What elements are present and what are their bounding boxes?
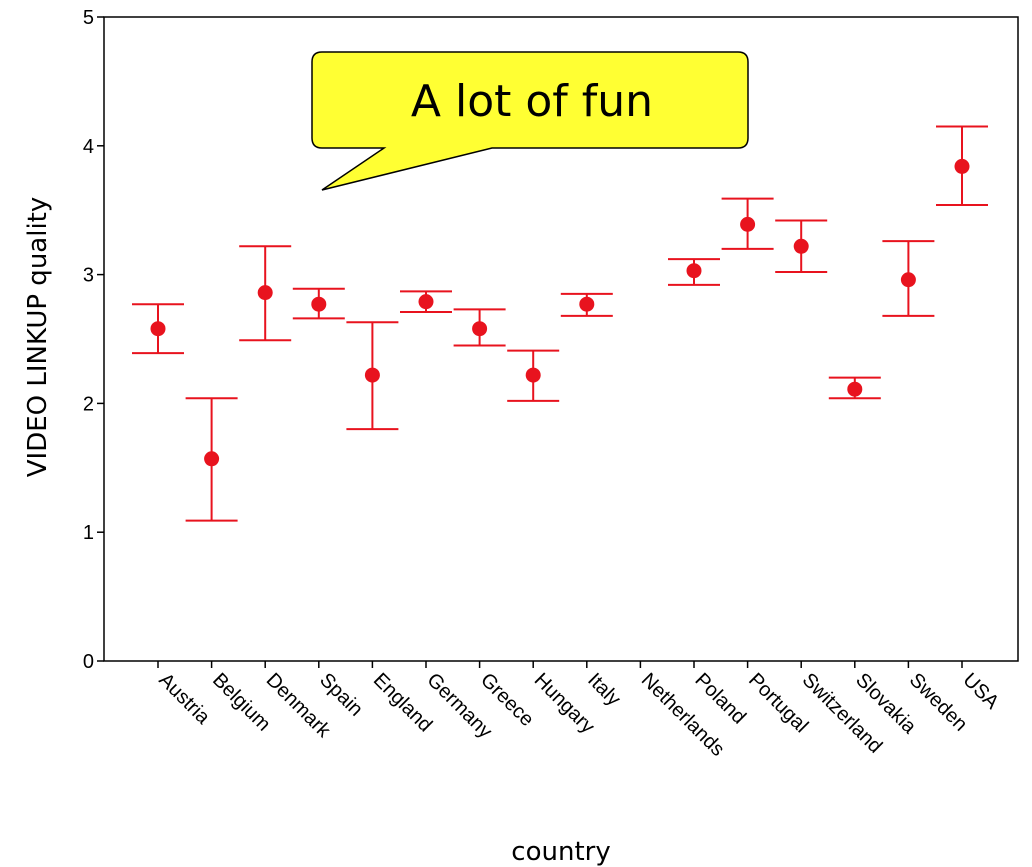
x-tick-label: England [369, 669, 436, 736]
error-bar-group [775, 219, 828, 274]
mean-point [740, 216, 756, 232]
callout-bubble [311, 51, 749, 191]
y-tick-label: 0 [83, 651, 94, 673]
mean-point [954, 158, 970, 174]
mean-point [418, 294, 434, 310]
error-bar-group [400, 290, 452, 313]
error-bar-group [453, 308, 506, 347]
error-bar-group [560, 292, 613, 317]
mean-point [793, 238, 809, 254]
mean-point [686, 263, 702, 279]
mean-point [579, 296, 595, 312]
mean-point [311, 296, 327, 312]
error-bar-group [132, 303, 184, 355]
data-marks [132, 125, 988, 522]
mean-point [204, 451, 220, 467]
x-tick-label: Italy [583, 669, 624, 710]
error-bar-group [936, 125, 988, 207]
x-tick-label: Spain [315, 669, 367, 721]
error-bar-group [507, 349, 560, 402]
error-bar-group [668, 258, 720, 286]
y-tick-label: 2 [83, 393, 94, 415]
mean-point [472, 321, 488, 337]
y-axis-label: VIDEO LINKUP quality [23, 197, 53, 478]
mean-point [847, 381, 863, 397]
speech-bubble-callout: A lot of fun [311, 51, 749, 191]
x-tick-label: Belgium [208, 669, 275, 736]
mean-point [257, 285, 273, 301]
y-tick-label: 4 [83, 136, 94, 158]
error-bar-group [346, 321, 399, 431]
callout-text: A lot of fun [411, 76, 653, 127]
plot-area [103, 16, 1019, 662]
y-tick-label: 3 [83, 265, 94, 287]
error-bar-group [239, 245, 292, 342]
error-bar-group [721, 197, 774, 250]
error-bar-group [292, 287, 345, 320]
mean-point [150, 321, 166, 337]
plot-frame [103, 16, 1019, 662]
x-axis-label: country [511, 837, 610, 867]
x-tick-label: USA [958, 669, 1003, 714]
mean-point [525, 367, 541, 383]
error-bar-group [882, 240, 935, 317]
y-tick-label: 1 [83, 522, 94, 544]
x-tick-label: Austria [154, 669, 214, 729]
mean-point [900, 272, 916, 288]
mean-point [364, 367, 380, 383]
error-bar-group [828, 376, 881, 400]
error-bar-group [185, 397, 238, 522]
y-tick-label: 5 [83, 7, 94, 29]
